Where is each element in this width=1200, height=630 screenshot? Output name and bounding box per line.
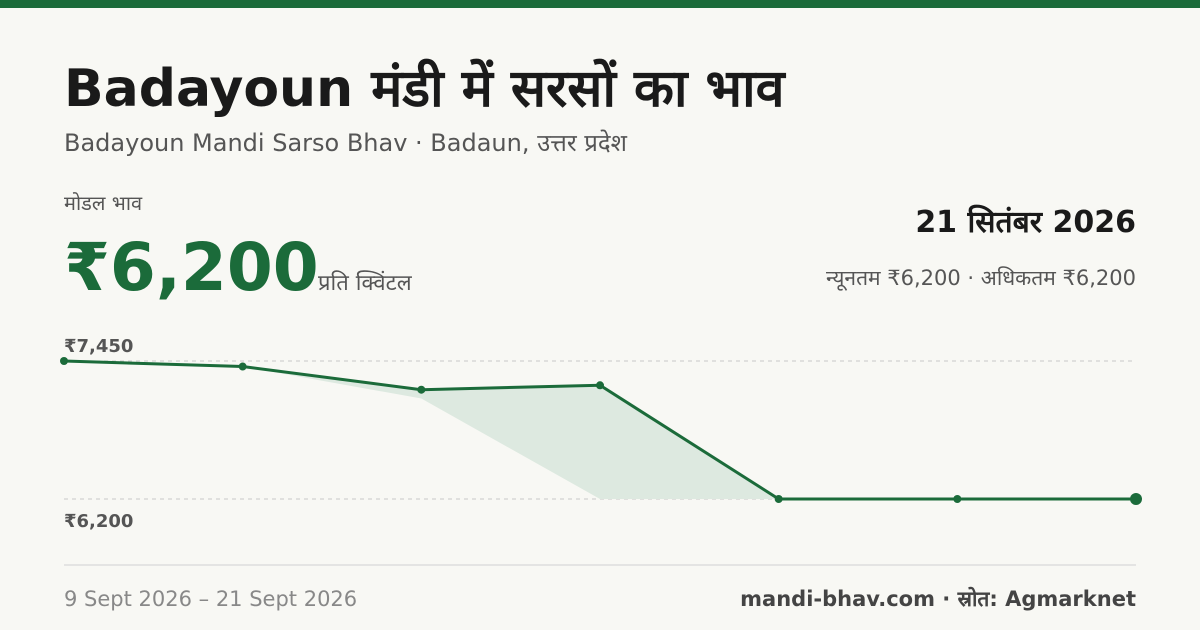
y-tick-label: ₹7,450 xyxy=(64,336,133,357)
price-point xyxy=(1130,493,1142,505)
price-point xyxy=(596,381,604,390)
price-point xyxy=(238,362,247,371)
price: ₹6,200 xyxy=(64,229,319,306)
subtitle: Badayoun Mandi Sarso Bhav · Badaun, उत्त… xyxy=(64,129,628,157)
price-point xyxy=(60,357,68,365)
price-point xyxy=(417,385,426,394)
source: mandi-bhav.com · स्रोत: Agmarknet xyxy=(740,586,1136,611)
top-bar xyxy=(0,0,1200,8)
date-range: 9 Sept 2026 – 21 Sept 2026 xyxy=(64,587,357,611)
price-label: मोडल भाव xyxy=(64,191,143,215)
y-tick-label: ₹6,200 xyxy=(64,511,133,532)
title: Badayoun मंडी में सरसों का भाव xyxy=(64,58,787,119)
unit: प्रति क्विंटल xyxy=(318,270,413,296)
price-point xyxy=(774,495,783,503)
price-band xyxy=(64,361,1136,499)
price-point xyxy=(953,495,962,503)
date: 21 सितंबर 2026 xyxy=(915,204,1136,240)
min-max: न्यूनतम ₹6,200 · अधिकतम ₹6,200 xyxy=(826,266,1136,291)
